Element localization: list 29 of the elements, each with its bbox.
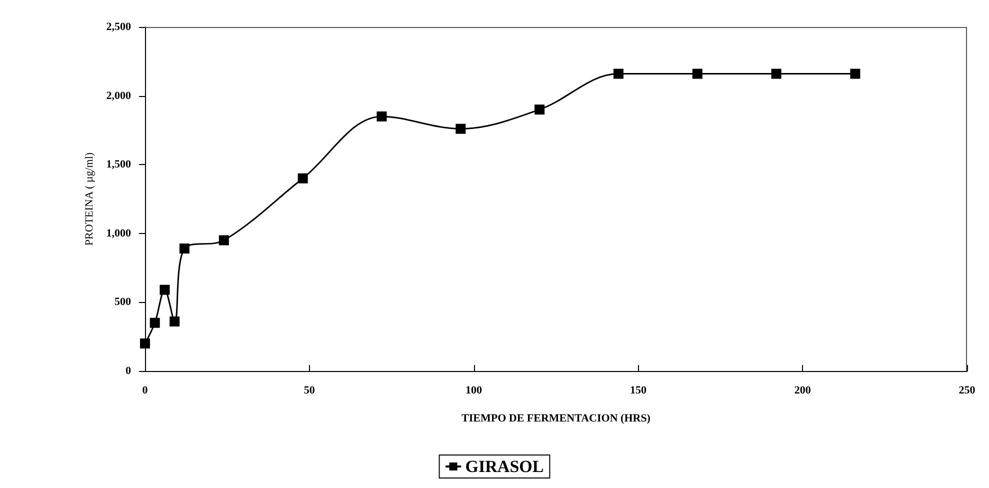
- point: [456, 124, 466, 134]
- point: [534, 104, 545, 115]
- point: [692, 68, 702, 79]
- x-tick-label: 100: [466, 384, 483, 396]
- point: [771, 68, 782, 79]
- y-tick-label: 1,000: [106, 227, 132, 240]
- point: [218, 235, 229, 246]
- y-tick-label: 500: [114, 296, 132, 308]
- y-tick-label: 0: [126, 365, 132, 377]
- x-axis-title: TIEMPO DE FERMENTACION (HRS): [462, 412, 651, 424]
- x-tick-label: 250: [958, 384, 976, 396]
- y-axis-title: PROTEINA ( µg/ml): [84, 152, 96, 246]
- point: [160, 284, 170, 295]
- point: [170, 316, 180, 326]
- x-tick-label: 200: [794, 384, 812, 396]
- x-tick-label: 0: [142, 384, 148, 396]
- point: [850, 68, 860, 79]
- point: [298, 173, 308, 184]
- point: [376, 111, 387, 122]
- y-tick-label: 2,000: [106, 90, 132, 102]
- legend-label: GIRASOL: [465, 457, 544, 476]
- x-tick-label: 50: [304, 384, 316, 396]
- point: [179, 244, 190, 254]
- point: [613, 68, 624, 79]
- point: [150, 318, 160, 328]
- y-tick-label: 2,500: [106, 21, 132, 33]
- x-tick-label: 150: [630, 384, 647, 396]
- y-tick-label: 1,500: [106, 158, 132, 171]
- point: [140, 338, 150, 348]
